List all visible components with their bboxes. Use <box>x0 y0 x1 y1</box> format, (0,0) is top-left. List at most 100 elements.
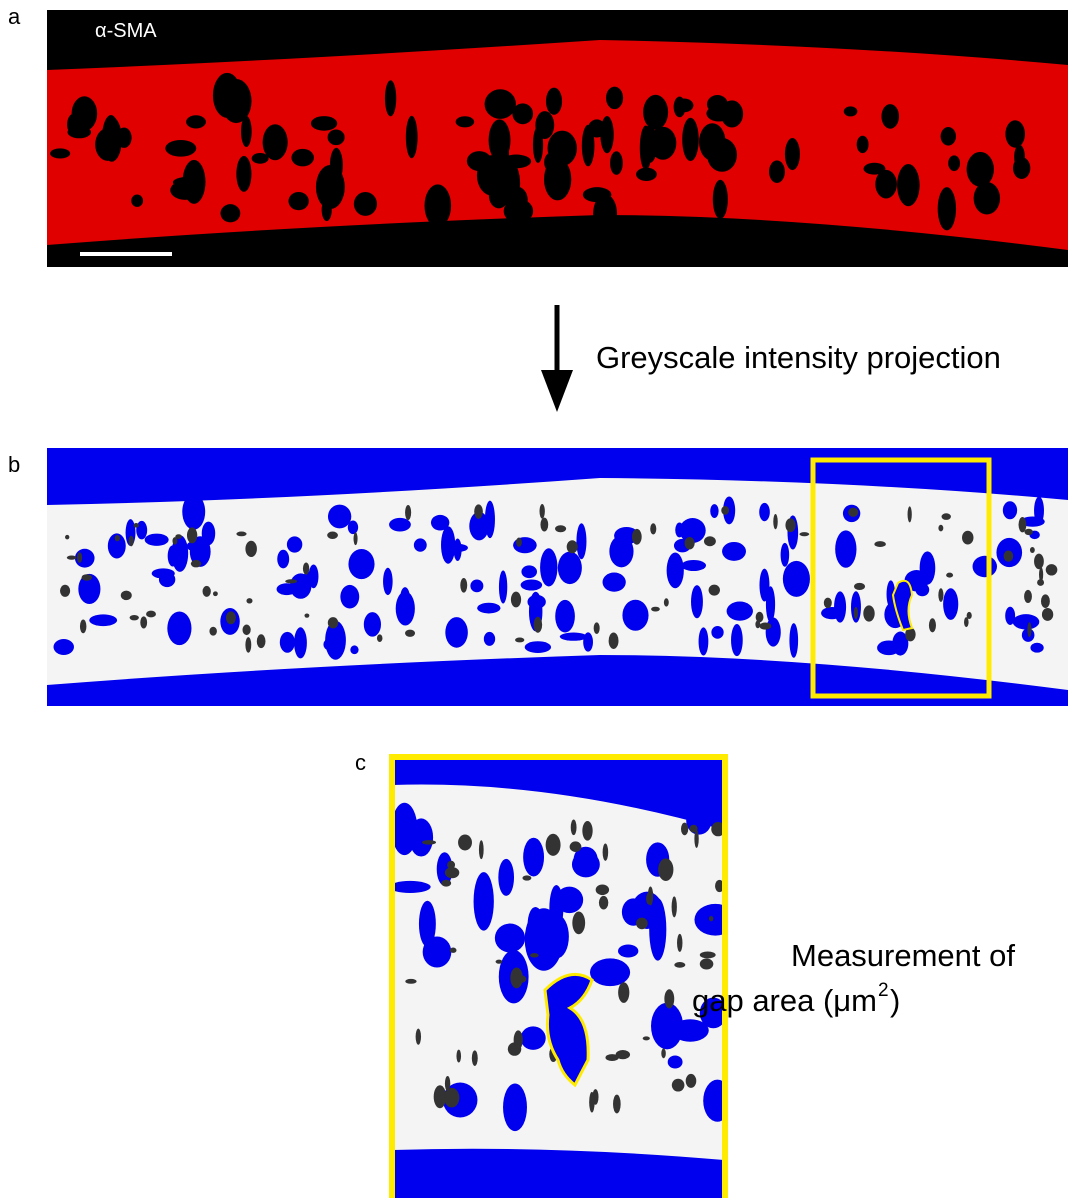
texture <box>448 544 468 552</box>
texture <box>785 138 800 170</box>
texture <box>470 579 483 592</box>
texture <box>445 617 468 648</box>
texture <box>881 104 899 129</box>
arrow-caption: Greyscale intensity projection <box>596 340 1001 375</box>
texture <box>525 641 551 653</box>
greyscale-image <box>47 448 1068 706</box>
texture <box>226 611 236 624</box>
texture <box>322 198 332 221</box>
texture <box>330 148 343 183</box>
alpha-sma-image <box>47 10 1068 267</box>
texture <box>290 573 312 598</box>
texture <box>1024 590 1032 603</box>
texture <box>354 532 358 545</box>
texture <box>571 820 577 836</box>
texture <box>677 934 682 952</box>
texture <box>130 615 139 620</box>
texture <box>605 1054 618 1061</box>
texture <box>311 116 337 131</box>
texture <box>658 858 673 881</box>
texture <box>252 153 269 164</box>
texture <box>572 912 585 935</box>
texture <box>596 959 628 983</box>
texture <box>383 568 393 595</box>
texture <box>709 585 720 596</box>
texture <box>396 591 415 625</box>
texture <box>667 553 684 589</box>
texture <box>354 192 377 216</box>
texture <box>423 936 452 967</box>
texture <box>495 924 525 953</box>
texture <box>781 543 790 567</box>
texture <box>241 116 252 147</box>
texture <box>65 535 69 539</box>
texture <box>603 844 609 861</box>
texture <box>444 1088 459 1108</box>
measurement-caption: gap area (μm <box>692 983 877 1018</box>
texture <box>967 612 972 619</box>
texture <box>769 160 785 183</box>
texture <box>1030 643 1043 653</box>
texture <box>689 825 697 833</box>
texture <box>479 840 484 859</box>
texture <box>242 625 250 636</box>
texture <box>560 633 587 641</box>
texture <box>1030 547 1035 553</box>
texture <box>938 588 943 602</box>
texture <box>962 531 973 545</box>
texture <box>1042 608 1053 621</box>
texture <box>603 573 626 592</box>
texture <box>755 620 760 628</box>
texture <box>474 872 494 930</box>
texture <box>213 591 218 596</box>
texture <box>328 130 345 146</box>
texture <box>456 116 475 127</box>
texture <box>521 1026 546 1050</box>
texture <box>511 592 521 608</box>
texture <box>280 632 295 653</box>
texture <box>974 182 1000 215</box>
texture <box>498 859 514 896</box>
texture <box>67 114 80 135</box>
texture <box>731 624 743 656</box>
texture <box>848 508 858 517</box>
texture <box>636 168 657 181</box>
texture <box>1027 622 1031 637</box>
figure-canvas: a α-SMA Greyscale intensity projection b… <box>0 0 1073 1198</box>
texture <box>364 612 381 637</box>
texture <box>897 164 920 206</box>
texture <box>938 187 956 230</box>
texture <box>609 632 619 649</box>
texture <box>766 586 775 622</box>
texture <box>245 541 256 557</box>
texture <box>485 501 495 538</box>
texture <box>681 560 706 571</box>
stain-label: α-SMA <box>95 20 157 42</box>
texture <box>672 1079 685 1092</box>
texture <box>257 634 266 648</box>
texture <box>522 875 531 880</box>
texture <box>706 106 731 122</box>
panel-label: b <box>8 452 20 477</box>
texture <box>131 195 143 207</box>
texture <box>146 611 156 618</box>
texture <box>1004 551 1014 562</box>
texture <box>246 598 252 603</box>
texture <box>686 1074 697 1088</box>
texture <box>385 80 396 116</box>
texture <box>348 549 374 579</box>
texture <box>785 518 795 532</box>
texture <box>82 574 93 580</box>
texture <box>709 916 714 921</box>
texture <box>203 586 211 597</box>
texture <box>946 573 953 578</box>
texture <box>773 514 777 529</box>
texture <box>515 637 524 642</box>
texture <box>115 535 120 541</box>
texture <box>599 896 608 910</box>
texture <box>503 1083 527 1131</box>
texture <box>288 192 308 210</box>
texture <box>640 126 652 171</box>
texture <box>277 550 289 569</box>
texture <box>303 562 309 574</box>
